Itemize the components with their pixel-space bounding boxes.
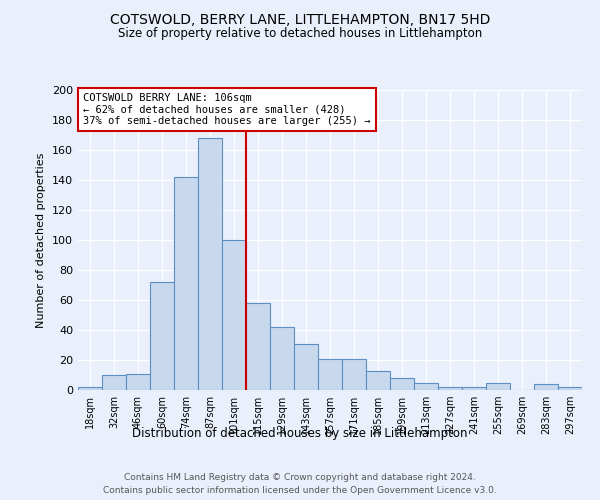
Y-axis label: Number of detached properties: Number of detached properties	[37, 152, 46, 328]
Bar	[294, 344, 318, 390]
Bar	[486, 382, 510, 390]
Bar	[222, 240, 246, 390]
Bar	[342, 358, 366, 390]
Text: Contains public sector information licensed under the Open Government Licence v3: Contains public sector information licen…	[103, 486, 497, 495]
Text: Distribution of detached houses by size in Littlehampton: Distribution of detached houses by size …	[132, 428, 468, 440]
Bar	[174, 177, 198, 390]
Text: COTSWOLD, BERRY LANE, LITTLEHAMPTON, BN17 5HD: COTSWOLD, BERRY LANE, LITTLEHAMPTON, BN1…	[110, 12, 490, 26]
Text: Size of property relative to detached houses in Littlehampton: Size of property relative to detached ho…	[118, 28, 482, 40]
Bar	[318, 358, 342, 390]
Bar	[534, 384, 558, 390]
Bar	[414, 382, 438, 390]
Bar	[246, 303, 270, 390]
Bar	[150, 282, 174, 390]
Text: Contains HM Land Registry data © Crown copyright and database right 2024.: Contains HM Land Registry data © Crown c…	[124, 472, 476, 482]
Bar	[438, 387, 462, 390]
Bar	[126, 374, 150, 390]
Bar	[78, 387, 102, 390]
Bar	[390, 378, 414, 390]
Bar	[198, 138, 222, 390]
Bar	[366, 370, 390, 390]
Bar	[462, 387, 486, 390]
Bar	[270, 327, 294, 390]
Text: COTSWOLD BERRY LANE: 106sqm
← 62% of detached houses are smaller (428)
37% of se: COTSWOLD BERRY LANE: 106sqm ← 62% of det…	[83, 93, 371, 126]
Bar	[558, 387, 582, 390]
Bar	[102, 375, 126, 390]
